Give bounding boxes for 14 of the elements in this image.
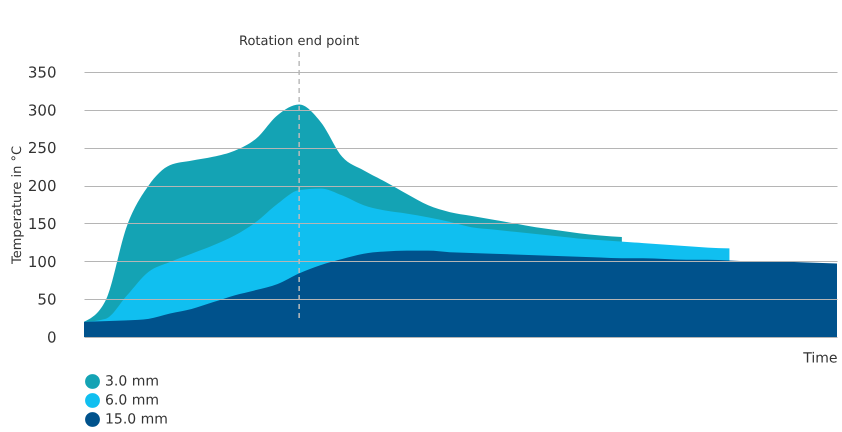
y-tick-label: 100 [28,252,56,271]
y-tick-label: 250 [28,139,56,158]
x-axis-title: Time [802,350,838,366]
y-tick-label: 0 [46,328,56,346]
y-axis-title: Temperature in °C [10,146,25,266]
y-tick-label: 350 [28,64,56,82]
text: Rotation end point [239,34,360,49]
y-tick-label: 200 [28,177,56,196]
legend-label: 3.0 mm [105,374,159,390]
y-tick-label: 300 [28,101,56,120]
y-tick-label: 150 [28,214,56,233]
legend-label: 15.0 mm [105,412,168,428]
legend-label: 6.0 mm [105,392,159,408]
y-tick-label: 50 [37,290,56,309]
